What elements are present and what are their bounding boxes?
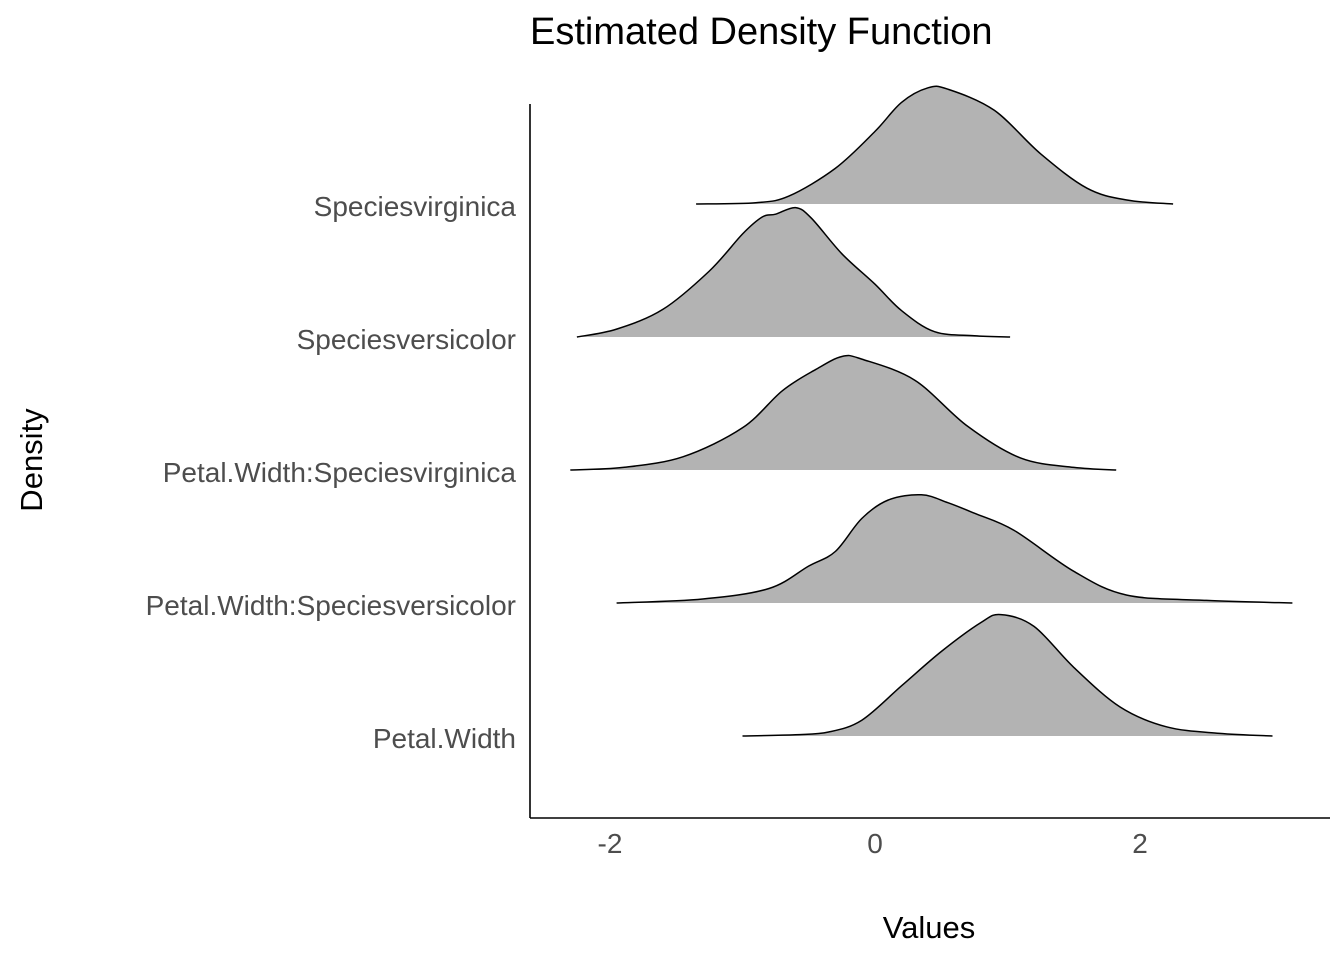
chart-title: Estimated Density Function	[530, 11, 993, 53]
x-tick-labels: -2 0 2	[598, 828, 1148, 859]
y-tick-label-petal-width-speciesvirginica: Petal.Width:Speciesvirginica	[163, 457, 517, 488]
density-line-petal-width-speciesvirginica	[570, 354, 1117, 471]
y-tick-label-speciesvirginica: Speciesvirginica	[314, 191, 517, 222]
density-line-petal-width	[742, 613, 1273, 737]
density-fill-petal-width-speciesversicolor	[616, 494, 1293, 603]
y-tick-label-petal-width-speciesversicolor: Petal.Width:Speciesversicolor	[146, 590, 516, 621]
y-tick-label-speciesversicolor: Speciesversicolor	[297, 324, 516, 355]
density-fill-speciesvirginica	[696, 86, 1174, 204]
density-line-petal-width-speciesversicolor	[616, 493, 1293, 604]
x-axis-title: Values	[883, 910, 976, 945]
ridges-group	[570, 85, 1293, 737]
x-tick-label: -2	[598, 828, 623, 859]
x-tick-label: 0	[867, 828, 883, 859]
y-axis-title: Density	[14, 408, 49, 512]
density-line-speciesversicolor	[576, 206, 1011, 338]
density-line-speciesvirginica	[696, 85, 1174, 205]
density-fill-petal-width-speciesvirginica	[570, 355, 1117, 470]
density-fill-speciesversicolor	[576, 207, 1011, 337]
density-fill-petal-width	[742, 614, 1273, 736]
y-tick-labels: Petal.Width Petal.Width:Speciesversicolor…	[146, 191, 517, 754]
y-tick-label-petal-width: Petal.Width	[373, 723, 516, 754]
x-tick-label: 2	[1132, 828, 1148, 859]
